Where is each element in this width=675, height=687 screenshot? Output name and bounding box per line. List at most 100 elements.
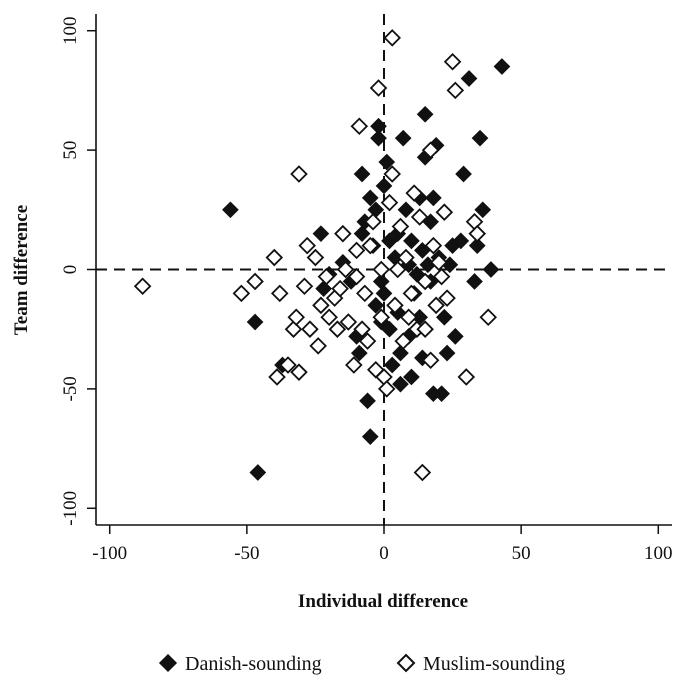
muslim-point bbox=[347, 241, 366, 260]
muslim-point bbox=[328, 320, 347, 338]
danish-point bbox=[246, 313, 264, 331]
danish-point bbox=[468, 237, 486, 254]
danish-point bbox=[397, 201, 415, 219]
muslim-point bbox=[232, 284, 251, 303]
muslim-point bbox=[350, 117, 369, 136]
danish-point bbox=[353, 225, 371, 243]
danish-point bbox=[249, 464, 267, 481]
danish-point bbox=[435, 308, 453, 326]
danish-point bbox=[403, 232, 420, 250]
legend-marker-muslim bbox=[396, 653, 416, 673]
legend: Danish-sounding Muslim-sounding bbox=[158, 653, 565, 675]
danish-point bbox=[474, 201, 492, 219]
danish-point bbox=[466, 273, 483, 290]
danish-point bbox=[370, 117, 387, 135]
muslim-point bbox=[443, 52, 462, 71]
danish-point bbox=[370, 129, 387, 147]
muslim-point bbox=[424, 236, 443, 255]
muslim-point bbox=[438, 289, 456, 307]
muslim-point bbox=[347, 267, 366, 286]
danish-point bbox=[416, 105, 434, 123]
muslim-point bbox=[290, 363, 308, 381]
muslim-point bbox=[312, 296, 330, 315]
danish-point bbox=[493, 58, 511, 75]
danish-point bbox=[367, 296, 385, 314]
muslim-point bbox=[413, 463, 432, 482]
muslim-point bbox=[246, 272, 264, 291]
muslim-point bbox=[446, 81, 465, 100]
muslim-point bbox=[306, 248, 325, 267]
muslim-point bbox=[402, 284, 421, 303]
y-tick-label: -100 bbox=[60, 491, 81, 526]
danish-point bbox=[452, 232, 470, 250]
muslim-point bbox=[290, 165, 308, 183]
muslim-point bbox=[435, 203, 454, 221]
y-tick-label: 50 bbox=[60, 141, 81, 160]
muslim-point bbox=[358, 332, 377, 350]
muslim-point bbox=[265, 248, 284, 267]
danish-point bbox=[359, 392, 376, 410]
muslim-point bbox=[380, 193, 399, 212]
muslim-point bbox=[317, 267, 336, 286]
axis-ticks: -100 -50 0 50 100 -100 -50 0 50 100 bbox=[60, 16, 673, 564]
muslim-point bbox=[133, 277, 152, 295]
legend-label-muslim: Muslim-sounding bbox=[423, 653, 565, 675]
muslim-point bbox=[331, 279, 349, 298]
danish-point bbox=[375, 285, 393, 302]
danish-point bbox=[315, 280, 333, 297]
muslim-point bbox=[356, 284, 374, 303]
muslim-point bbox=[421, 351, 440, 370]
danish-point bbox=[455, 165, 472, 183]
muslim-point bbox=[364, 212, 382, 231]
y-axis-title: Team difference bbox=[11, 205, 32, 335]
muslim-point bbox=[287, 308, 306, 327]
muslim-point bbox=[457, 368, 476, 386]
muslim-point bbox=[268, 368, 286, 386]
muslim-point bbox=[295, 277, 314, 295]
muslim-point bbox=[301, 320, 319, 338]
muslim-point bbox=[372, 308, 391, 327]
x-tick-label: 0 bbox=[379, 543, 389, 564]
muslim-point bbox=[468, 224, 487, 243]
danish-point bbox=[460, 70, 478, 87]
muslim-point bbox=[372, 260, 391, 279]
x-tick-label: 100 bbox=[644, 543, 673, 564]
muslim-point bbox=[298, 236, 316, 255]
muslim-point bbox=[465, 212, 484, 231]
muslim-point bbox=[479, 308, 498, 327]
data-points bbox=[133, 29, 511, 482]
y-tick-label: -50 bbox=[60, 376, 81, 401]
danish-point bbox=[361, 428, 379, 445]
muslim-point bbox=[394, 332, 412, 350]
legend-marker-danish bbox=[158, 653, 178, 673]
muslim-point bbox=[386, 296, 404, 315]
muslim-point bbox=[270, 284, 289, 303]
danish-point bbox=[446, 328, 464, 345]
y-tick-label: 100 bbox=[60, 16, 81, 44]
danish-point bbox=[482, 261, 500, 278]
muslim-point bbox=[334, 224, 352, 243]
muslim-point bbox=[391, 217, 410, 236]
muslim-point bbox=[430, 253, 448, 272]
muslim-point bbox=[421, 141, 440, 159]
muslim-point bbox=[383, 165, 402, 183]
muslim-point bbox=[377, 380, 396, 398]
muslim-point bbox=[361, 236, 380, 255]
y-tick-label: 0 bbox=[60, 265, 81, 275]
muslim-point bbox=[397, 248, 415, 267]
muslim-point bbox=[336, 260, 355, 279]
danish-point bbox=[361, 189, 379, 207]
danish-point bbox=[375, 177, 393, 195]
muslim-point bbox=[369, 79, 388, 97]
x-axis-title: Individual difference bbox=[298, 591, 468, 612]
danish-point bbox=[425, 189, 442, 207]
muslim-point bbox=[416, 272, 434, 291]
danish-point bbox=[392, 344, 409, 362]
muslim-point bbox=[279, 356, 297, 374]
danish-point bbox=[378, 153, 396, 171]
danish-point bbox=[433, 385, 450, 403]
x-tick-label: -100 bbox=[92, 543, 127, 564]
muslim-point bbox=[320, 308, 338, 327]
